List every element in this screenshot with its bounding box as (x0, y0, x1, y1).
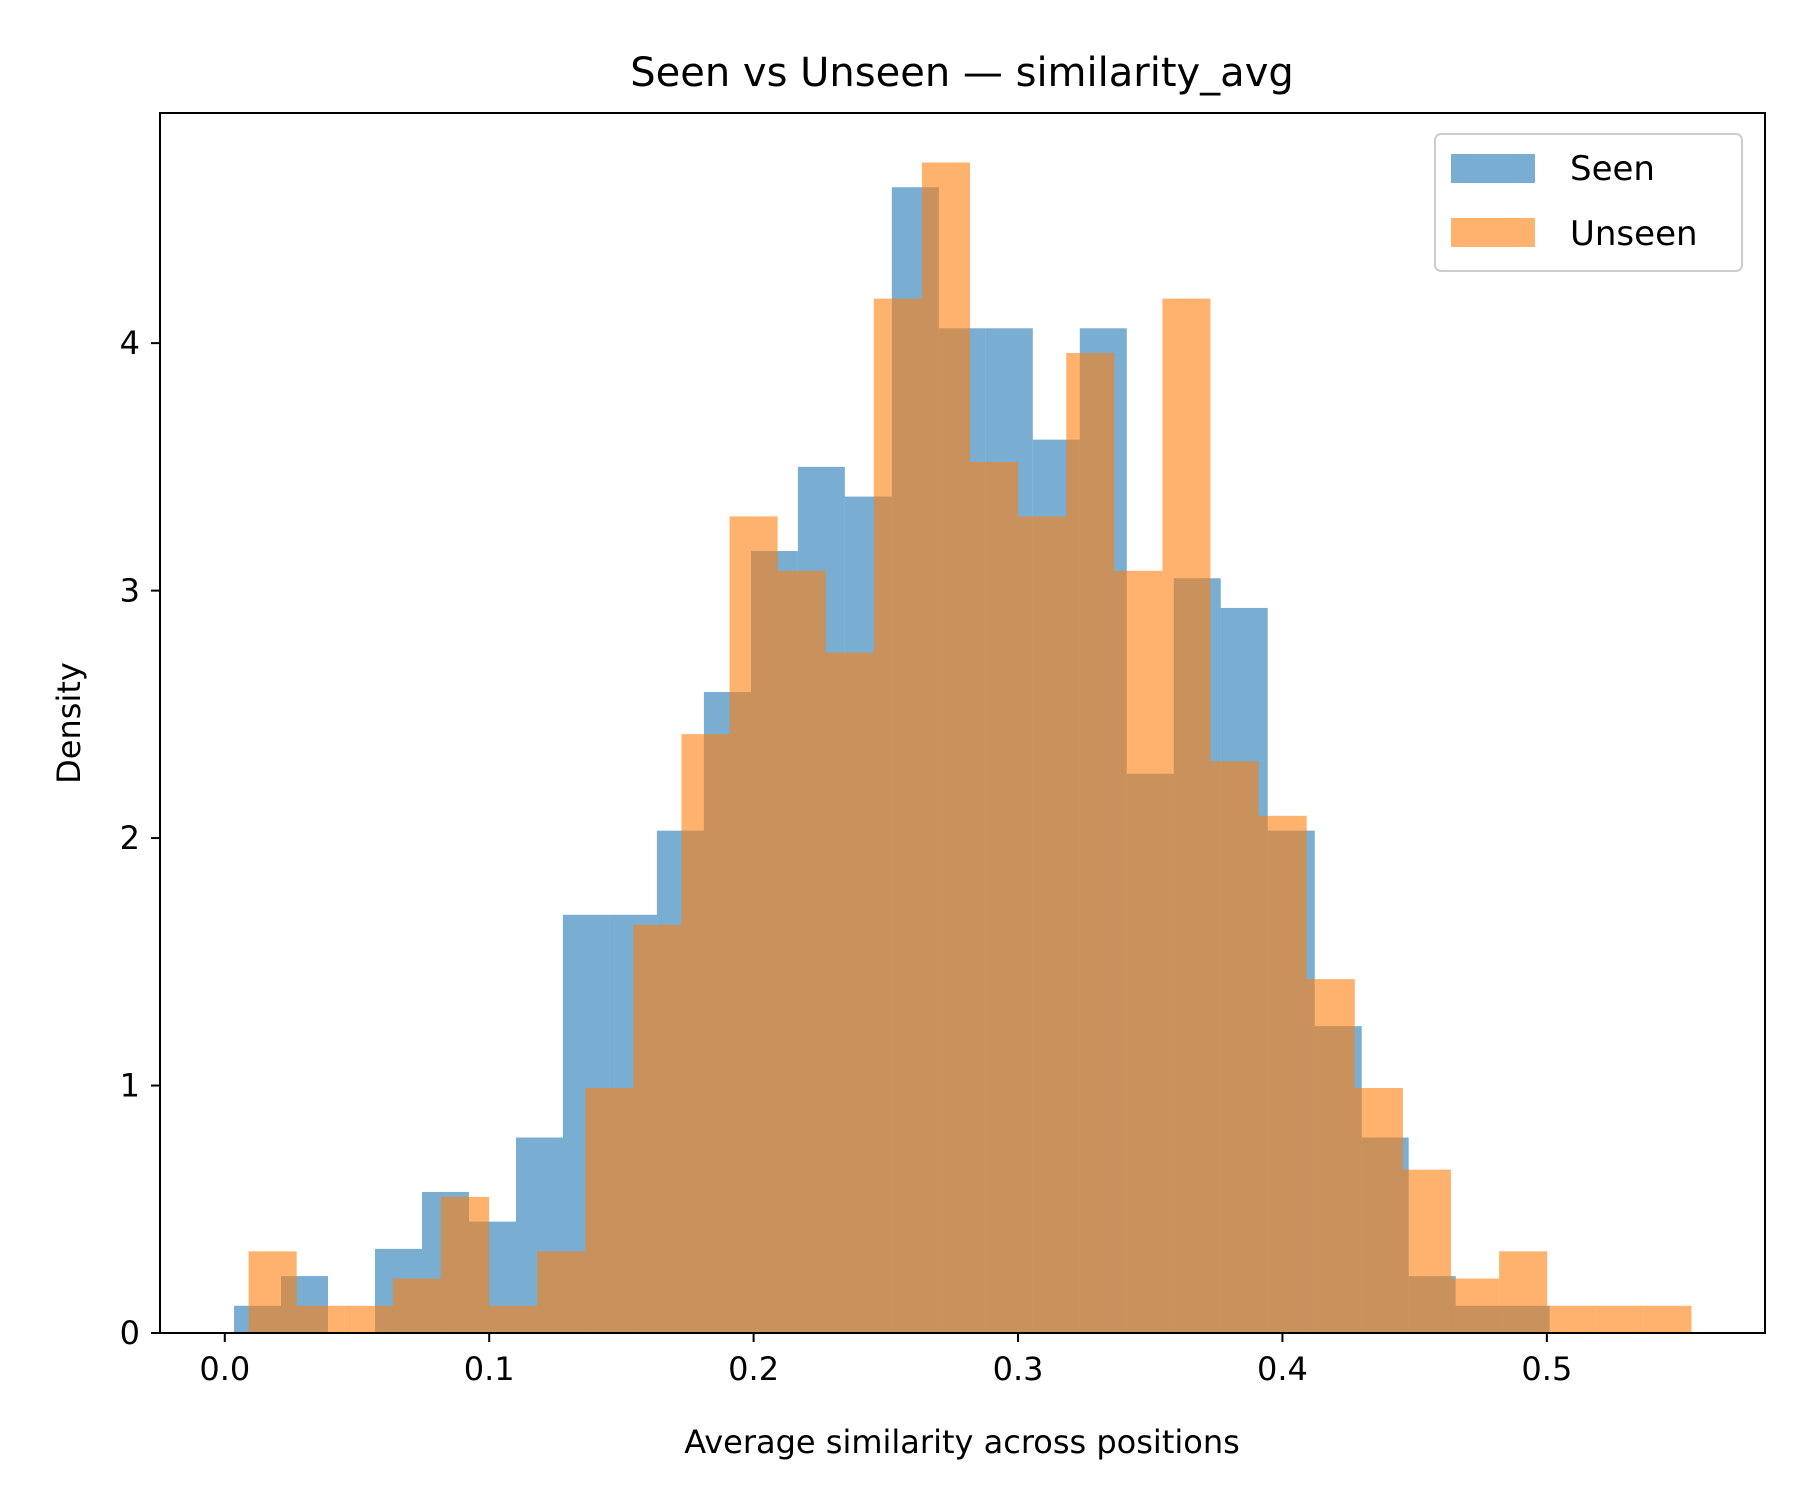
x-tick-label: 0.1 (464, 1350, 515, 1388)
unseen-bar (681, 734, 730, 1333)
unseen-bar (392, 1278, 441, 1333)
unseen-bar (440, 1196, 490, 1333)
unseen-bar (1306, 979, 1355, 1333)
unseen-bar (248, 1251, 297, 1333)
x-tick-label: 0.3 (993, 1350, 1044, 1388)
x-tick-label: 0.2 (728, 1350, 779, 1388)
y-axis-label: Density (50, 662, 88, 784)
unseen-bar (489, 1305, 538, 1333)
y-tick-label: 2 (120, 819, 140, 857)
legend-label-unseen: Unseen (1570, 214, 1698, 254)
x-tick-label: 0.4 (1257, 1350, 1308, 1388)
unseen-bar (1210, 761, 1259, 1333)
x-axis-ticks: 0.0 0.1 0.2 0.3 0.4 0.5 (199, 1333, 1572, 1388)
y-tick-label: 1 (120, 1067, 140, 1105)
unseen-bar (1402, 1169, 1452, 1333)
unseen-bar (1643, 1305, 1692, 1333)
chart-title: Seen vs Unseen — similarity_avg (630, 50, 1294, 96)
unseen-bar (1354, 1088, 1403, 1333)
unseen-bar (1066, 353, 1115, 1333)
unseen-bar (777, 570, 826, 1333)
y-tick-label: 0 (120, 1314, 140, 1352)
unseen-bar (633, 924, 682, 1333)
legend-label-seen: Seen (1570, 149, 1655, 189)
plot-frame (159, 112, 1766, 1334)
y-axis-ticks: 0 1 2 3 4 (120, 324, 160, 1352)
legend: Seen Unseen (1434, 133, 1743, 272)
unseen-bar (1162, 298, 1211, 1334)
unseen-bar (1499, 1251, 1548, 1333)
unseen-bar (344, 1305, 393, 1333)
unseen-bar (1451, 1278, 1500, 1333)
unseen-bar (1114, 570, 1163, 1333)
unseen-bar (873, 298, 922, 1334)
unseen-bar (1547, 1305, 1596, 1333)
unseen-bar (537, 1251, 586, 1333)
unseen-bar (825, 652, 874, 1333)
y-tick-label: 4 (120, 324, 140, 362)
legend-swatch-unseen (1451, 218, 1535, 247)
unseen-bar (729, 516, 778, 1333)
x-tick-label: 0.0 (199, 1350, 250, 1388)
x-axis-label: Average similarity across positions (684, 1423, 1240, 1461)
series-unseen-bars (248, 162, 1692, 1334)
unseen-bar (1258, 815, 1307, 1333)
unseen-bar (921, 162, 971, 1334)
unseen-bar (1018, 516, 1067, 1333)
y-tick-label: 3 (120, 572, 140, 610)
unseen-bar (1595, 1305, 1644, 1333)
legend-swatch-seen (1451, 154, 1535, 183)
unseen-bar (970, 461, 1019, 1333)
unseen-bar (585, 1088, 634, 1333)
x-tick-label: 0.5 (1521, 1350, 1572, 1388)
unseen-bar (296, 1305, 345, 1333)
